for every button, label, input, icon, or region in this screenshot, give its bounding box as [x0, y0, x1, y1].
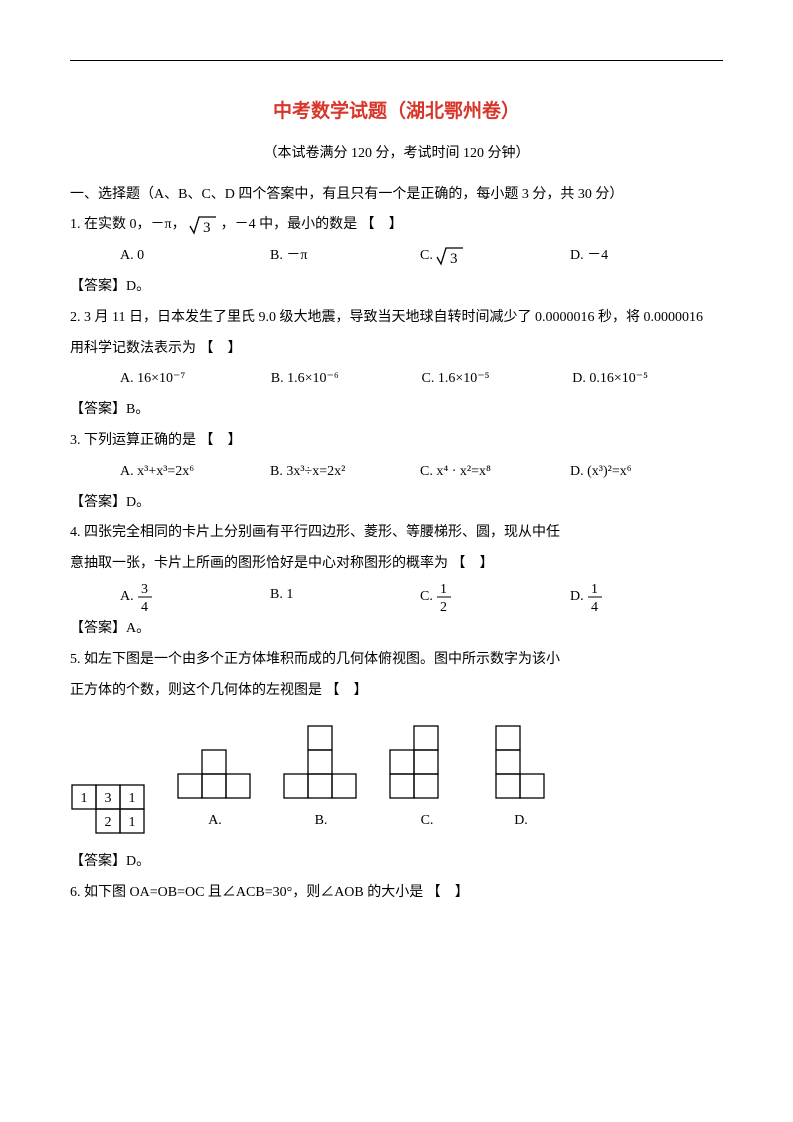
shape-a-icon — [176, 748, 254, 802]
q4-line2: 意抽取一张，卡片上所画的图形恰好是中心对称图形的概率为 【 】 — [70, 549, 723, 580]
q3-opt-c: C. x⁴ · x²=x⁸ — [420, 457, 570, 488]
q4-line1: 4. 四张完全相同的卡片上分别画有平行四边形、菱形、等腰梯形、圆，现从中任 — [70, 518, 723, 549]
q4-opt-a: A. 3 4 — [120, 580, 270, 614]
q3-options: A. x³+x³=2x⁶ B. 3x³÷x=2x² C. x⁴ · x²=x⁸ … — [120, 457, 723, 488]
blank-bracket: 【 】 — [427, 885, 469, 900]
svg-text:4: 4 — [591, 600, 598, 614]
q3-opt-b: B. 3x³÷x=2x² — [270, 457, 420, 488]
q4-options: A. 3 4 B. 1 C. 1 2 D. 1 4 — [120, 580, 723, 614]
topview-grid-icon: 1 3 1 2 1 — [70, 783, 148, 837]
blank-bracket: 【 】 — [361, 217, 403, 232]
q3-opt-a: A. x³+x³=2x⁶ — [120, 457, 270, 488]
frac-icon: 1 2 — [436, 580, 452, 614]
q2-opt-d: D. 0.16×10⁻⁵ — [572, 364, 723, 395]
svg-text:1: 1 — [440, 582, 447, 597]
q2-answer: 【答案】B。 — [70, 395, 723, 426]
svg-text:1: 1 — [129, 791, 136, 806]
section-1-header: 一、选择题（A、B、C、D 四个答案中，有且只有一个是正确的，每小题 3 分，共… — [70, 180, 723, 211]
shape-d-icon — [494, 724, 548, 802]
top-rule — [70, 60, 723, 61]
q1-opt-c: C. 3 — [420, 241, 570, 272]
q2-opt-c: C. 1.6×10⁻⁵ — [422, 364, 573, 395]
q4-opt-d: D. 1 4 — [570, 580, 720, 614]
q5-line2: 正方体的个数，则这个几何体的左视图是 【 】 — [70, 676, 723, 707]
svg-text:3: 3 — [141, 582, 148, 597]
q1-opt-b: B. －π — [270, 241, 420, 272]
page-subtitle: （本试卷满分 120 分，考试时间 120 分钟） — [70, 139, 723, 170]
q1-opt-d: D. －4 — [570, 241, 720, 272]
frac-icon: 1 4 — [587, 580, 603, 614]
svg-text:3: 3 — [203, 220, 211, 236]
q2-line1: 2. 3 月 11 日，日本发生了里氏 9.0 级大地震，导致当天地球自转时间减… — [70, 303, 723, 334]
q6-stem: 6. 如下图 OA=OB=OC 且∠ACB=30°，则∠AOB 的大小是 【 】 — [70, 878, 723, 909]
svg-text:1: 1 — [591, 582, 598, 597]
blank-bracket: 【 】 — [200, 433, 242, 448]
page-title: 中考数学试题（湖北鄂州卷） — [70, 91, 723, 133]
q1-stem-a: 1. 在实数 0，－π， — [70, 217, 186, 232]
q1-answer: 【答案】D。 — [70, 272, 723, 303]
q1-options: A. 0 B. －π C. 3 D. －4 — [120, 241, 723, 272]
q5-topview: 1 3 1 2 1 — [70, 783, 148, 837]
q5-option-b: B. — [282, 724, 360, 837]
svg-text:2: 2 — [105, 815, 112, 830]
q5-diagrams: 1 3 1 2 1 A. B. — [70, 724, 723, 837]
q5-line1: 5. 如左下图是一个由多个正方体堆积而成的几何体俯视图。图中所示数字为该小 — [70, 645, 723, 676]
q2-opt-a: A. 16×10⁻⁷ — [120, 364, 271, 395]
sqrt3-icon: 3 — [436, 245, 464, 267]
q2-line2: 用科学记数法表示为 【 】 — [70, 334, 723, 365]
q3-stem: 3. 下列运算正确的是 【 】 — [70, 426, 723, 457]
q3-answer: 【答案】D。 — [70, 488, 723, 519]
svg-text:4: 4 — [141, 600, 148, 614]
q2-options: A. 16×10⁻⁷ B. 1.6×10⁻⁶ C. 1.6×10⁻⁵ D. 0.… — [120, 364, 723, 395]
shape-c-icon — [388, 724, 466, 802]
blank-bracket: 【 】 — [200, 341, 242, 356]
q4-answer: 【答案】A。 — [70, 614, 723, 645]
svg-text:1: 1 — [81, 791, 88, 806]
blank-bracket: 【 】 — [326, 683, 368, 698]
q5-option-d: D. — [494, 724, 548, 837]
q1-stem: 1. 在实数 0，－π， 3 ，－4 中，最小的数是 【 】 — [70, 210, 723, 241]
q5-option-a: A. — [176, 748, 254, 837]
q2-opt-b: B. 1.6×10⁻⁶ — [271, 364, 422, 395]
svg-text:2: 2 — [440, 600, 447, 614]
sqrt3-icon: 3 — [189, 214, 217, 236]
q3-opt-d: D. (x³)²=x⁶ — [570, 457, 720, 488]
q4-opt-b: B. 1 — [270, 580, 420, 614]
frac-icon: 3 4 — [137, 580, 153, 614]
blank-bracket: 【 】 — [452, 556, 494, 571]
q1-opt-a: A. 0 — [120, 241, 270, 272]
shape-b-icon — [282, 724, 360, 802]
svg-text:3: 3 — [450, 251, 458, 267]
q1-stem-b: ，－4 中，最小的数是 — [221, 217, 358, 232]
svg-text:1: 1 — [129, 815, 136, 830]
svg-text:3: 3 — [105, 791, 112, 806]
q5-answer: 【答案】D。 — [70, 847, 723, 878]
q5-option-c: C. — [388, 724, 466, 837]
q4-opt-c: C. 1 2 — [420, 580, 570, 614]
